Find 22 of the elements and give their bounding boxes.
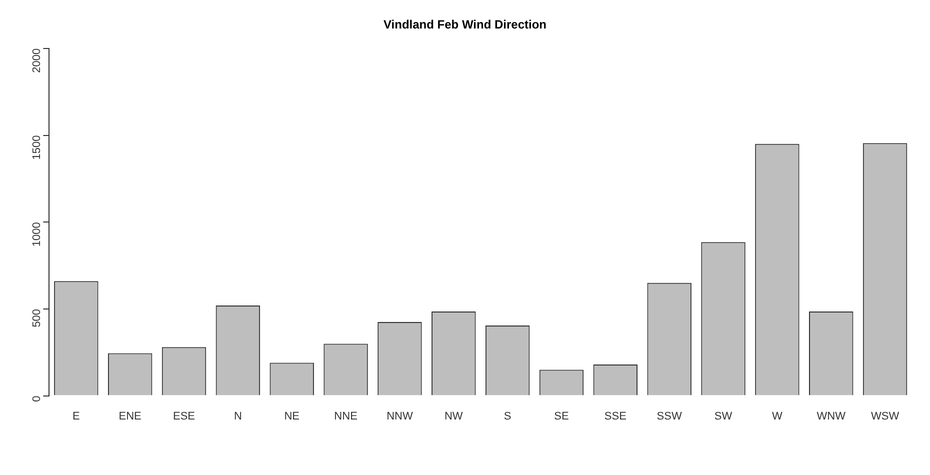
x-tick-label: WSW [870, 410, 900, 422]
x-tick-label: ENE [118, 410, 142, 422]
x-tick-label: W [772, 410, 783, 422]
x-tick-label: SSE [604, 410, 626, 422]
x-tick-label: NE [284, 410, 300, 422]
chart-title: Vindland Feb Wind Direction [383, 18, 547, 32]
x-tick-label: NNE [334, 410, 358, 422]
x-tick-label: SE [554, 410, 569, 422]
x-tick-label: NW [444, 410, 464, 422]
x-tick-label: NNW [386, 410, 414, 422]
x-tick-label: WNW [816, 410, 846, 422]
x-tick-label: SSW [656, 410, 682, 422]
y-tick-label: 0 [31, 396, 44, 402]
y-tick-label: 2000 [31, 48, 44, 73]
y-tick-label: 1000 [31, 222, 44, 247]
x-tick-label: N [234, 410, 242, 422]
y-tick-label: 1500 [31, 135, 44, 160]
x-tick-label: ESE [173, 410, 196, 422]
x-tick-label: E [72, 410, 80, 422]
y-tick-label: 500 [31, 308, 44, 328]
x-tick-label: SW [714, 410, 733, 422]
x-tick-label: S [504, 410, 512, 422]
